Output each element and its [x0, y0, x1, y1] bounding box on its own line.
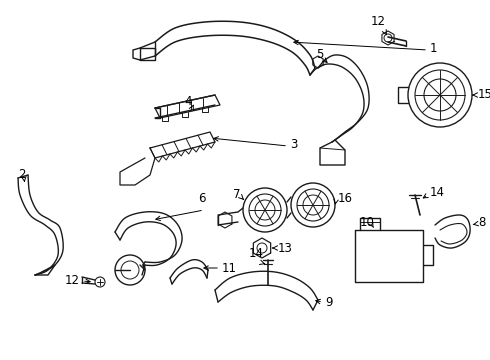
Text: 16: 16	[338, 192, 353, 204]
Text: 9: 9	[325, 296, 333, 309]
Text: 7: 7	[232, 189, 240, 202]
Text: 12: 12	[65, 274, 80, 287]
Text: 4: 4	[184, 95, 192, 108]
Text: 15: 15	[478, 89, 490, 102]
Text: 12: 12	[370, 15, 386, 28]
Text: 8: 8	[478, 216, 486, 229]
Text: 14: 14	[430, 185, 445, 198]
Text: 14: 14	[248, 247, 264, 260]
Text: 2: 2	[18, 168, 25, 181]
Text: 1: 1	[430, 41, 438, 54]
Text: 6: 6	[198, 192, 206, 205]
Text: 13: 13	[278, 242, 293, 255]
Text: 5: 5	[316, 49, 323, 62]
Text: 11: 11	[222, 261, 237, 274]
Text: 10: 10	[360, 216, 375, 229]
Text: 3: 3	[290, 139, 297, 152]
